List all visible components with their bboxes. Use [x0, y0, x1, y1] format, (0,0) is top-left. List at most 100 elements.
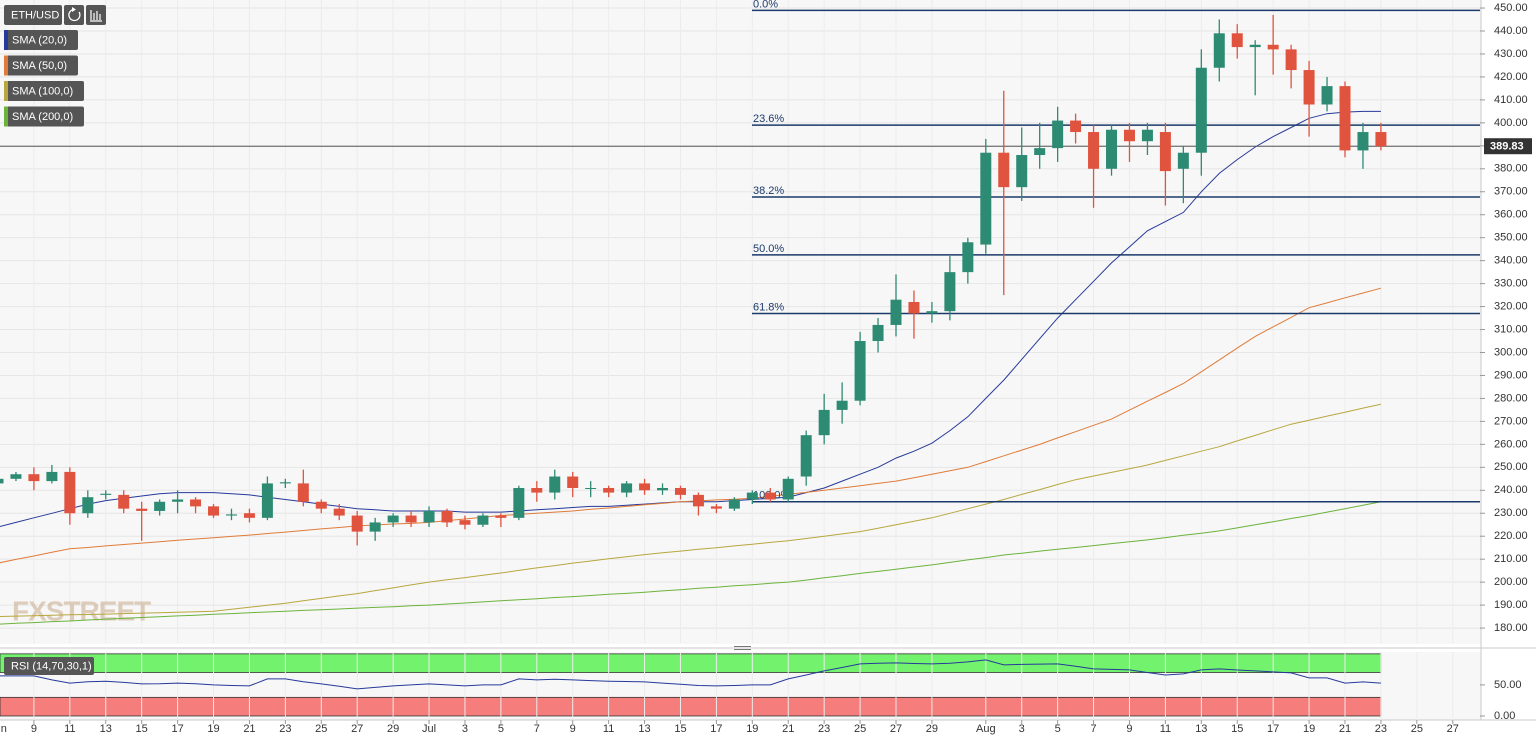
y-tick-label: 330.00 [1494, 278, 1528, 290]
candle-body [1141, 129, 1153, 142]
rsi-band [0, 696, 1382, 717]
y-tick-label: 290.00 [1494, 369, 1528, 381]
x-tick-label: 21 [243, 723, 255, 735]
x-tick-label: 25 [315, 723, 327, 735]
x-tick-label: 13 [638, 723, 650, 735]
x-tick-label: 15 [674, 723, 686, 735]
candle-body [674, 487, 686, 495]
x-tick-label: 3 [1019, 723, 1025, 735]
legend-label: SMA (200,0) [12, 111, 73, 123]
rsi-line [0, 659, 1381, 690]
y-tick-label: 260.00 [1494, 438, 1528, 450]
candle-body [926, 311, 938, 314]
candle-body [513, 487, 525, 518]
candle-body [297, 483, 309, 502]
candle-body [1375, 132, 1387, 147]
candle-body [387, 515, 399, 523]
candle-body [1106, 129, 1118, 169]
candle-body [890, 299, 902, 325]
x-tick-label: 23 [279, 723, 291, 735]
panel-resize-grip[interactable] [734, 646, 751, 650]
candle-body [1052, 120, 1064, 149]
y-tick-label: 50.00 [1494, 679, 1522, 691]
candle-body [836, 400, 848, 410]
legend-box [4, 106, 84, 127]
candle-body [1070, 120, 1082, 133]
fib-label: 23.6% [753, 113, 784, 125]
sma-line [0, 403, 1382, 618]
candle-body [333, 508, 345, 516]
legend-entry[interactable]: SMA (200,0) [4, 106, 84, 127]
refresh-icon [68, 8, 81, 22]
candle-body [764, 492, 776, 500]
candle-body [1016, 155, 1028, 188]
x-tick-label: 21 [782, 723, 794, 735]
candle-body [136, 508, 148, 511]
x-tick-label: 7 [534, 723, 540, 735]
y-tick-label: 410.00 [1494, 94, 1528, 106]
legend-label: SMA (20,0) [12, 34, 67, 46]
candle-body [172, 499, 184, 502]
overlay: 389.83 ETH/USD SMA (20,0) SMA (50,0) SMA (10… [4, 5, 1532, 675]
candle-body [872, 324, 884, 342]
x-tick-label: 3 [462, 723, 468, 735]
y-tick-label: 450.00 [1494, 2, 1528, 14]
candle-body [1303, 70, 1315, 105]
candle-body [998, 152, 1010, 188]
x-tick-label: 19 [1303, 723, 1315, 735]
candle-body [118, 494, 130, 509]
candle-body [243, 513, 255, 518]
last-price-label: 389.83 [1490, 141, 1524, 153]
candle-body [351, 515, 363, 532]
legend-entry[interactable]: SMA (100,0) [4, 81, 84, 101]
y-tick-label: 430.00 [1494, 48, 1528, 60]
candle-body [621, 483, 633, 493]
candle-body [1267, 44, 1279, 50]
x-tick-label: 27 [890, 723, 902, 735]
y-tick-label: 230.00 [1494, 507, 1528, 519]
candle-body [1285, 49, 1297, 71]
candle-body [980, 152, 992, 245]
legend-label: SMA (50,0) [12, 60, 67, 72]
last-price-tag [1484, 138, 1532, 155]
y-tick-label: 180.00 [1494, 622, 1528, 634]
chart-type-button[interactable] [86, 5, 106, 25]
x-tick-label: 5 [1055, 723, 1061, 735]
fib-label: 0.0% [753, 0, 778, 10]
candle-body [477, 515, 489, 525]
x-tick-label: 23 [818, 723, 830, 735]
legend-swatch [4, 30, 8, 50]
candle-body [1213, 33, 1225, 68]
y-tick-label: 380.00 [1494, 163, 1528, 175]
candle-body [782, 478, 794, 500]
candle-body [1357, 132, 1369, 151]
candle-body [728, 499, 740, 509]
y-tick-label: 310.00 [1494, 323, 1528, 335]
sma-line [0, 501, 1381, 625]
candle-body [944, 272, 956, 312]
legend-entry[interactable]: SMA (20,0) [4, 30, 78, 50]
symbol-label: ETH/USD [11, 9, 59, 21]
candle-body [1321, 86, 1333, 105]
symbol-box[interactable] [4, 5, 62, 25]
x-tick-label: 17 [710, 723, 722, 735]
icon-box [64, 5, 84, 25]
candle-body [279, 482, 291, 484]
x-tick-label: 9 [31, 723, 37, 735]
candle-body [818, 409, 830, 436]
x-tick-label: 13 [100, 723, 112, 735]
y-tick-label: 250.00 [1494, 461, 1528, 473]
x-tick-label: 7 [1090, 723, 1096, 735]
candle-body [1159, 132, 1171, 172]
candle-body [405, 515, 417, 523]
y-tick-label: 340.00 [1494, 255, 1528, 267]
legend-entry[interactable]: SMA (50,0) [4, 55, 78, 76]
x-tick-label: 19 [207, 723, 219, 735]
refresh-button[interactable] [64, 5, 84, 25]
legend-box [4, 30, 78, 50]
candle-body [208, 506, 220, 516]
x-tick-label: Jun [0, 723, 7, 735]
y-tick-label: 440.00 [1494, 25, 1528, 37]
rsi-label-box[interactable] [4, 657, 94, 675]
